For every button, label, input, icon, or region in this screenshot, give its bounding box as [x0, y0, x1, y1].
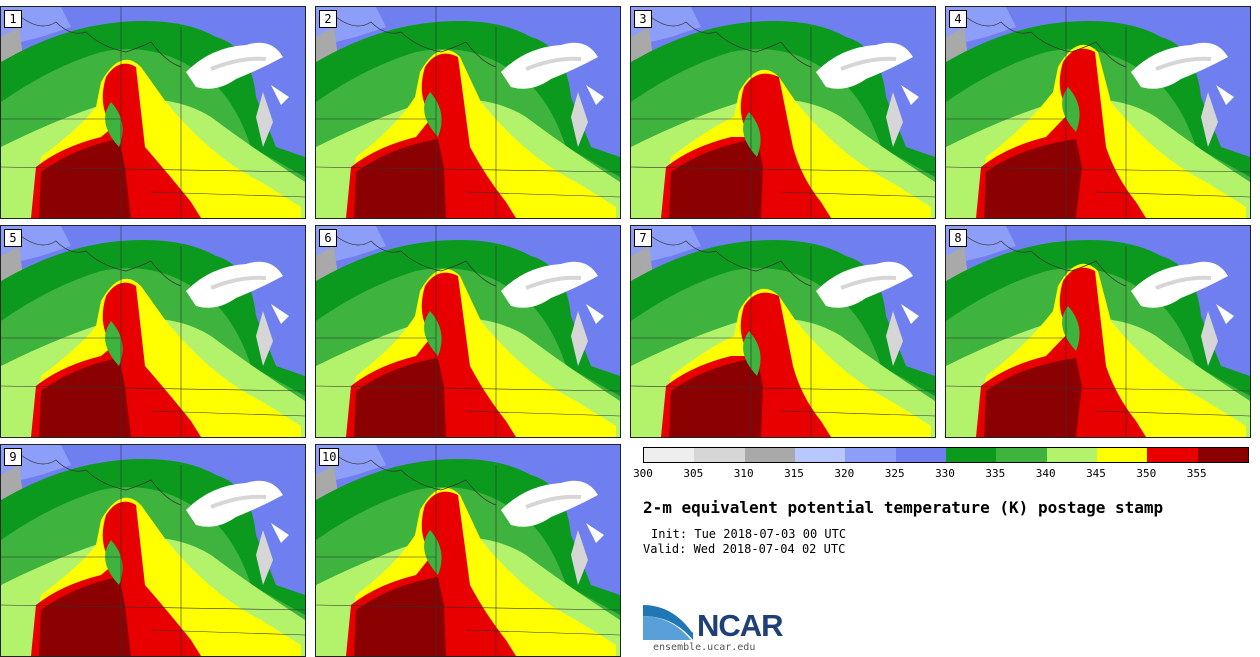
colorbar-swatch — [1046, 448, 1097, 462]
member-label: 6 — [319, 229, 337, 247]
colorbar-tick-label: 310 — [733, 467, 754, 480]
member-label: 4 — [949, 10, 967, 28]
colorbar-swatch — [794, 448, 846, 462]
colorbar-tick-label: 330 — [935, 467, 955, 480]
colorbar-swatch — [744, 448, 795, 462]
colorbar-swatch — [1197, 448, 1248, 462]
postage-stamp-map: 7 — [630, 225, 936, 438]
colorbar-tick-label: 325 — [884, 467, 905, 480]
colorbar-tick-label: 305 — [683, 467, 704, 480]
member-label: 7 — [634, 229, 652, 247]
member-label: 5 — [4, 229, 22, 247]
colorbar-swatch — [694, 448, 745, 462]
member-label: 2 — [319, 10, 337, 28]
postage-stamp-map: 10 — [315, 444, 621, 657]
colorbar-tick-label: 350 — [1136, 467, 1157, 480]
colorbar-swatch — [945, 448, 997, 462]
colorbar-swatch — [1096, 448, 1148, 462]
postage-stamp-map: 6 — [315, 225, 621, 438]
colorbar — [643, 447, 1249, 463]
member-label: 9 — [4, 448, 22, 466]
colorbar-swatch — [644, 448, 695, 462]
colorbar-swatch — [845, 448, 896, 462]
colorbar-tick-label: 320 — [834, 467, 855, 480]
colorbar-tick-label: 300 — [633, 467, 653, 480]
postage-stamp-map: 2 — [315, 6, 621, 219]
member-label: 8 — [949, 229, 967, 247]
member-label: 1 — [4, 10, 22, 28]
valid-time: Valid: Wed 2018-07-04 02 UTC — [643, 542, 846, 556]
postage-stamp-map: 8 — [945, 225, 1251, 438]
colorbar-swatch — [996, 448, 1047, 462]
postage-stamp-map: 3 — [630, 6, 936, 219]
colorbar-swatch — [1147, 448, 1198, 462]
member-label: 10 — [319, 448, 340, 466]
colorbar-tick-label: 345 — [1086, 467, 1106, 480]
postage-stamp-map: 4 — [945, 6, 1251, 219]
colorbar-tick-label: 355 — [1186, 467, 1207, 480]
ncar-logo-icon — [643, 603, 694, 640]
postage-stamp-map: 9 — [0, 444, 306, 657]
init-time: Init: Tue 2018-07-03 00 UTC — [651, 527, 847, 541]
ncar-logo-text: NCAR — [697, 608, 784, 643]
postage-stamp-map: 5 — [0, 225, 306, 438]
postage-stamp-map: 1 — [0, 6, 306, 219]
colorbar-tick-label: 315 — [784, 467, 804, 480]
website-url: ensemble.ucar.edu — [653, 642, 756, 653]
member-label: 3 — [634, 10, 652, 28]
colorbar-tick-label: 335 — [985, 467, 1006, 480]
colorbar-tick-label: 340 — [1035, 467, 1056, 480]
figure-title: 2-m equivalent potential temperature (K)… — [643, 498, 1164, 517]
colorbar-swatch — [895, 448, 946, 462]
